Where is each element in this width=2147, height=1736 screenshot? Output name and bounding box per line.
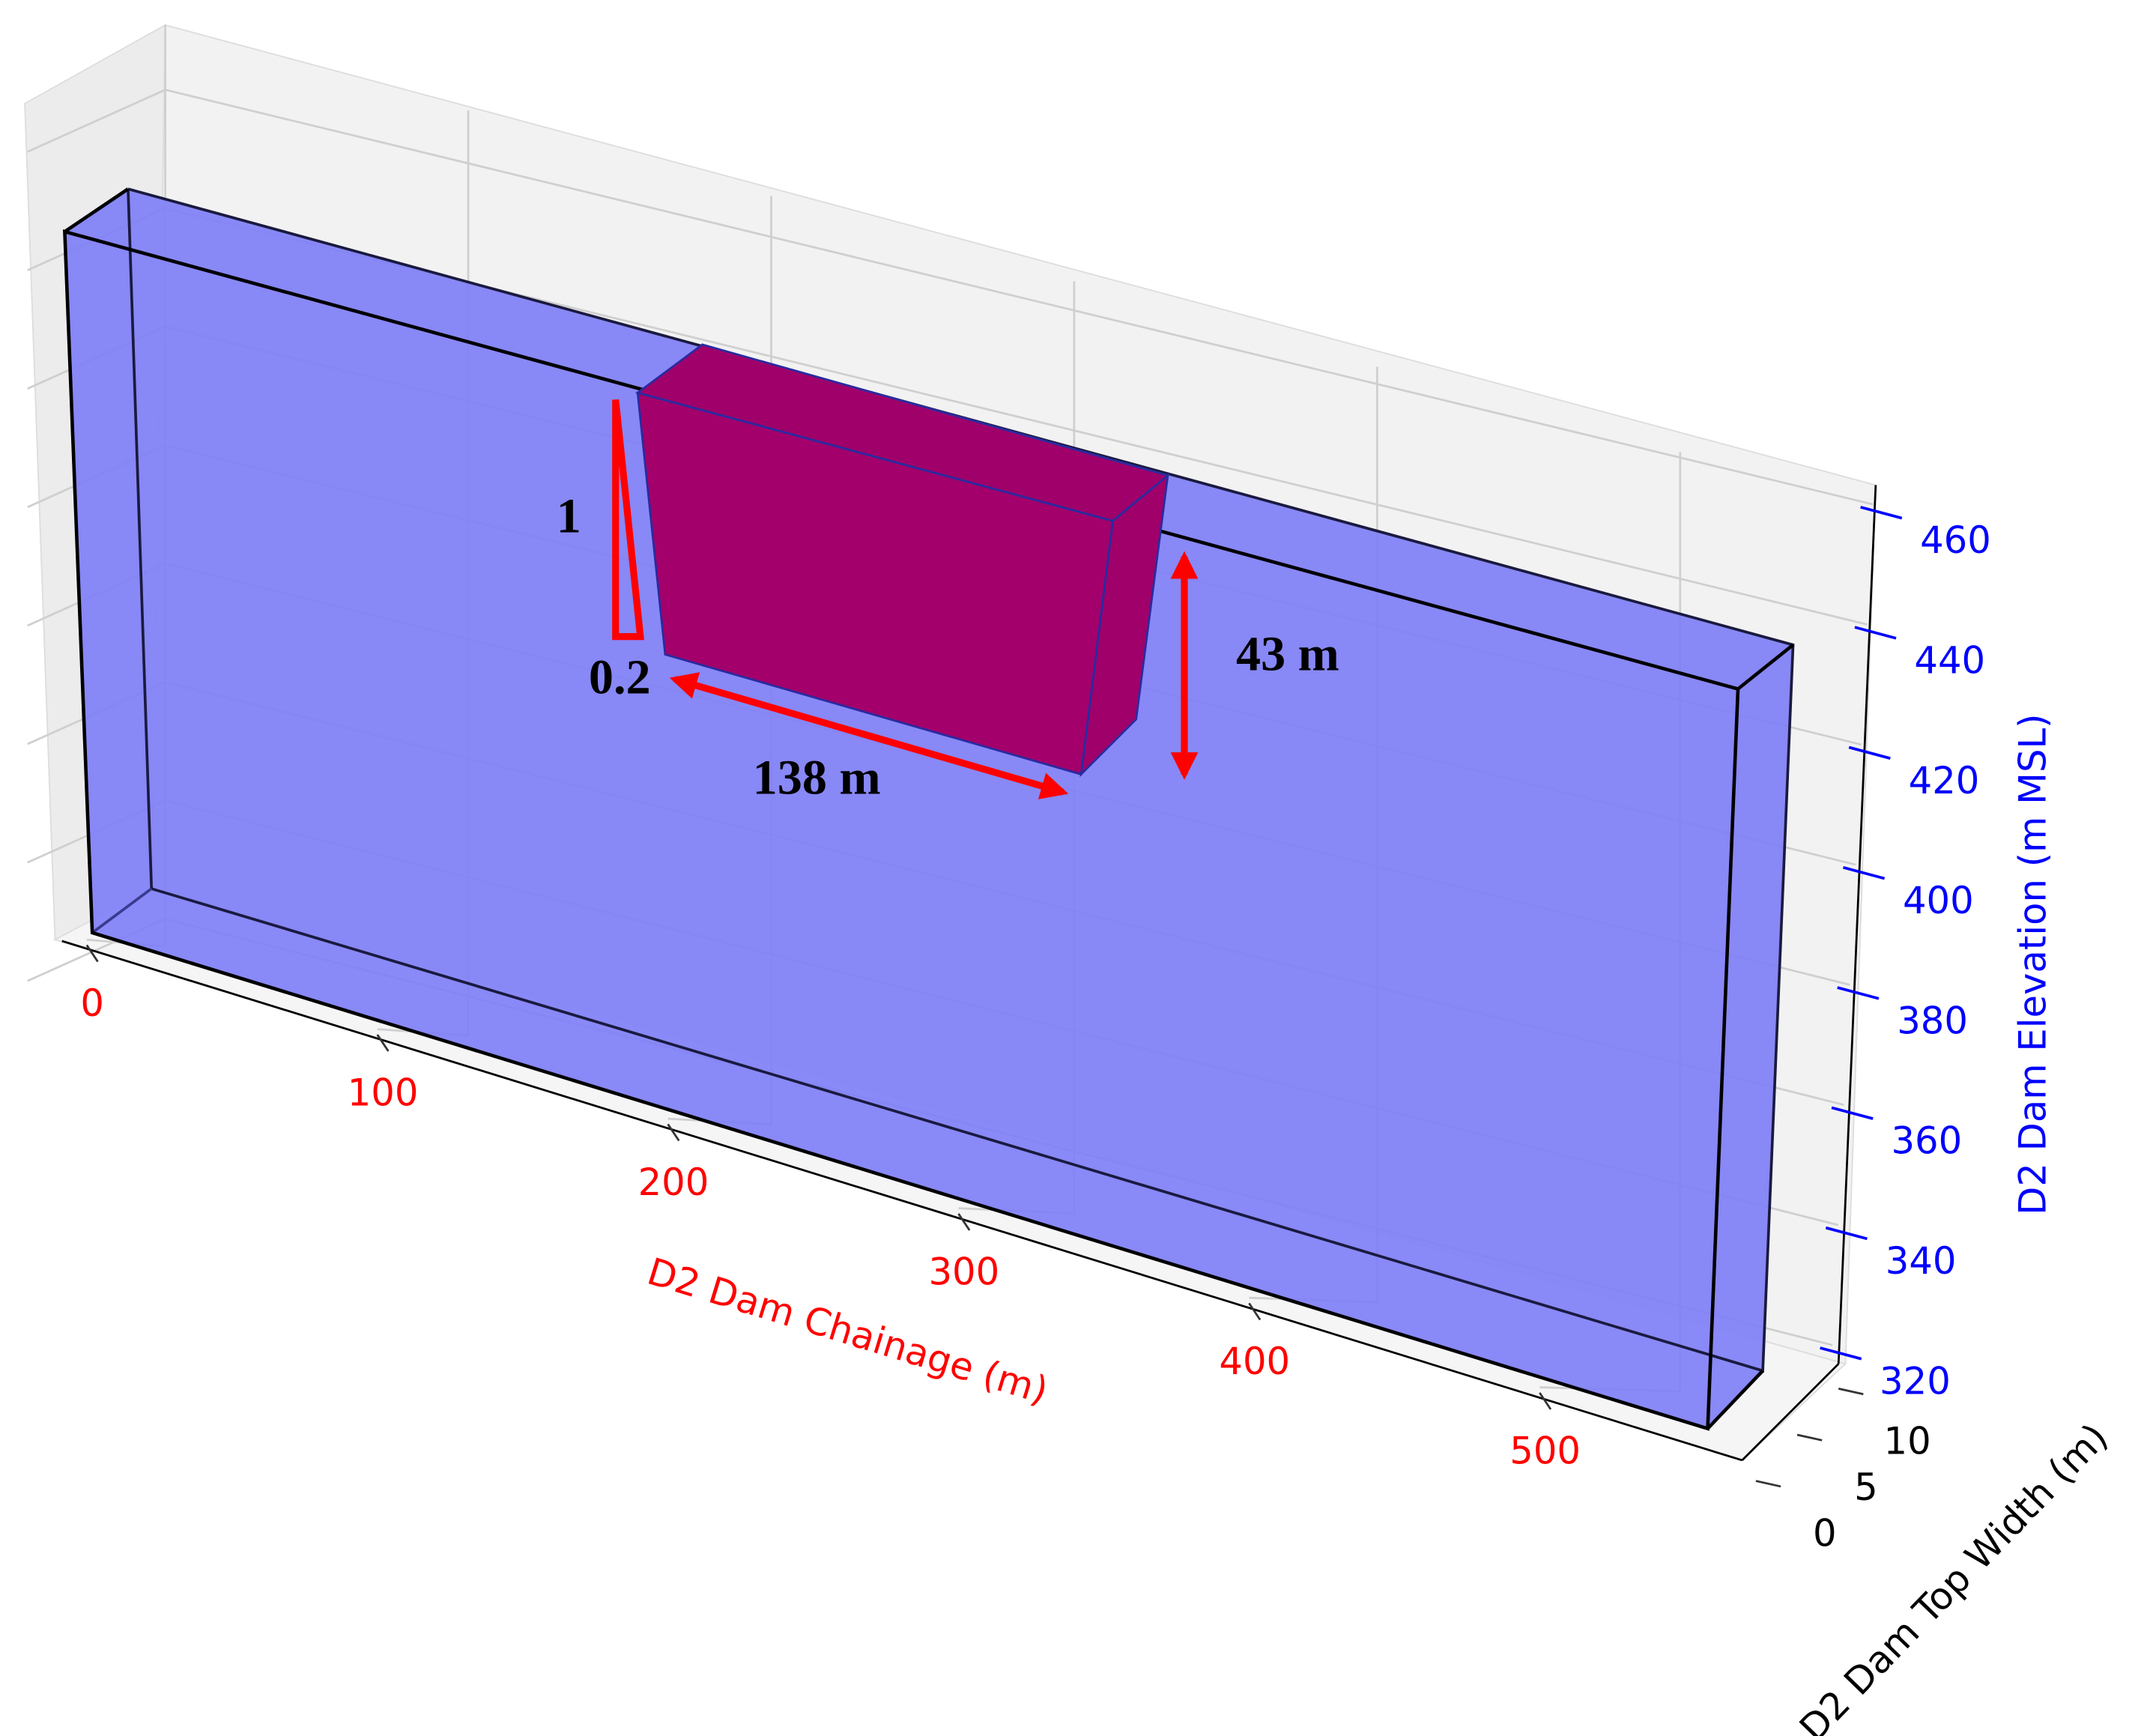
y-axis-line xyxy=(1741,1363,1840,1461)
z-tick-label: 360 xyxy=(1891,1119,1962,1163)
z-tick xyxy=(1842,865,1886,880)
z-tick xyxy=(1820,1346,1862,1361)
z-tick-label: 420 xyxy=(1909,759,1980,802)
x-tick-label: 100 xyxy=(348,1071,419,1114)
dam-edge xyxy=(64,187,130,234)
z-tick-label: 380 xyxy=(1897,999,1968,1042)
x-tick-label: 500 xyxy=(1509,1429,1581,1472)
x-tick xyxy=(1248,1302,1262,1321)
z-tick-label: 460 xyxy=(1920,518,1991,562)
dam-front-edge xyxy=(62,229,1740,1431)
dam-body xyxy=(62,187,1795,1431)
z-tick xyxy=(1831,1106,1874,1120)
y-tick xyxy=(1796,1433,1823,1442)
z-tick-label: 440 xyxy=(1914,638,1985,682)
x-tick xyxy=(376,1034,390,1052)
x-tick xyxy=(85,944,99,963)
x-tick-label: 400 xyxy=(1219,1340,1290,1383)
slope-triangle xyxy=(612,399,644,641)
dam-edge xyxy=(1706,1369,1764,1430)
z-tick xyxy=(1860,506,1903,520)
x-tick-label: 200 xyxy=(638,1161,709,1204)
x-axis-line xyxy=(61,940,1742,1462)
z-tick-label: 400 xyxy=(1903,879,1974,922)
y-axis-label: D2 Dam Top Width (m) xyxy=(1791,1415,2116,1736)
grid-line xyxy=(165,88,1874,506)
z-tick-label: 320 xyxy=(1880,1359,1951,1403)
slope-label: 0.2 xyxy=(589,650,651,705)
x-tick xyxy=(667,1123,680,1142)
annotations: 1 0.2 138 m 43 m xyxy=(557,399,1339,805)
length-arrow xyxy=(669,672,1069,799)
y-tick-label: 5 xyxy=(1854,1466,1878,1509)
z-tick xyxy=(1854,626,1897,640)
dam-edge xyxy=(91,887,153,934)
z-tick xyxy=(1825,1226,1868,1241)
y-tick xyxy=(1838,1388,1864,1396)
x-tick-label: 300 xyxy=(928,1250,999,1293)
dam-fill xyxy=(64,189,1793,1429)
x-tick xyxy=(957,1213,971,1231)
x-tick xyxy=(1539,1392,1552,1410)
grid-line xyxy=(27,88,166,153)
y-tick-label: 10 xyxy=(1884,1419,1931,1463)
height-label: 43 m xyxy=(1236,626,1339,681)
z-tick xyxy=(1848,745,1891,760)
dam-edge xyxy=(1736,643,1794,691)
x-tick-label: 0 xyxy=(80,982,104,1025)
z-tick xyxy=(1837,986,1880,1000)
length-label: 138 m xyxy=(753,751,881,805)
z-tick-label: 340 xyxy=(1886,1239,1957,1283)
z-axis-label: D2 Dam Elevation (m MSL) xyxy=(2011,713,2055,1215)
y-tick xyxy=(1755,1480,1781,1488)
slope-label: 1 xyxy=(557,489,581,543)
y-tick-label: 0 xyxy=(1813,1512,1837,1555)
